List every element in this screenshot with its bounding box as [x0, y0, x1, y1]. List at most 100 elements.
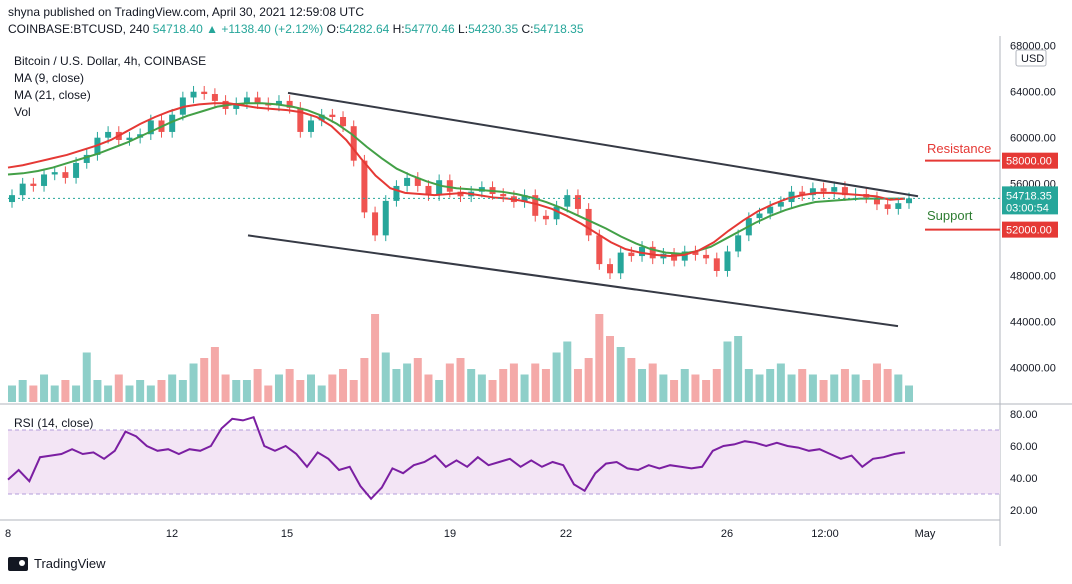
volume-bar: [840, 369, 849, 402]
rsi-legend[interactable]: RSI (14, close): [14, 416, 94, 430]
volume-bar: [296, 380, 305, 402]
volume-bar: [242, 380, 251, 402]
low-label: L:: [458, 22, 469, 36]
price-change: +1138.40 (+2.12%): [221, 22, 324, 36]
candle-body: [286, 100, 293, 108]
volume-bar: [520, 374, 529, 402]
candle-body: [179, 97, 186, 115]
ma9-legend[interactable]: MA (9, close): [14, 71, 85, 85]
volume-bar: [114, 374, 123, 402]
volume-bar: [424, 374, 433, 402]
candle-body: [30, 183, 37, 186]
volume-bar: [253, 369, 262, 402]
candle-body: [340, 116, 347, 127]
candle-body: [414, 177, 421, 186]
open-value: 54282.64: [339, 22, 390, 36]
candle-body: [906, 198, 912, 204]
price-tick-label: 64000.00: [1010, 87, 1056, 99]
candle-body: [9, 195, 15, 203]
up-arrow-icon: ▲: [206, 22, 219, 36]
volume-bar: [467, 369, 476, 402]
last-price: 54718.40: [152, 22, 203, 36]
candle-body: [649, 246, 656, 259]
volume-bar: [61, 380, 70, 402]
volume-bar: [72, 385, 81, 402]
candle-body: [553, 206, 560, 220]
volume-bar: [648, 363, 657, 402]
volume-bar: [403, 363, 412, 402]
candle-body: [809, 188, 816, 196]
volume-bar: [808, 374, 817, 402]
candle-body: [671, 253, 678, 261]
close-value: 54718.35: [533, 22, 584, 36]
candle-body: [574, 195, 581, 209]
open-label: O:: [326, 22, 340, 36]
resistance-tag-label: 58000.00: [1006, 156, 1052, 168]
volume-bar: [509, 363, 518, 402]
volume-bar: [552, 352, 561, 402]
volume-bar: [862, 380, 871, 402]
volume-bar: [456, 358, 465, 402]
volume-bar: [381, 352, 390, 402]
candle-body: [105, 131, 112, 138]
volume-bar: [744, 369, 753, 402]
time-tick-label: 12: [166, 528, 178, 540]
support-tag: [1002, 221, 1058, 238]
price-tick-label: 60000.00: [1010, 133, 1056, 145]
candle-body: [713, 258, 720, 271]
rsi-line: [7, 415, 906, 501]
volume-bar: [50, 385, 59, 402]
rsi-tick-label: 60.00: [1010, 441, 1038, 453]
volume-bar: [830, 374, 839, 402]
volume-bar: [349, 380, 358, 402]
candle-body: [639, 246, 646, 257]
tradingview-logo-icon: [8, 556, 28, 571]
rsi-tick-label: 40.00: [1010, 473, 1038, 485]
volume-bar: [274, 374, 283, 402]
currency-label: USD: [1021, 53, 1044, 65]
time-tick-label: 8: [5, 528, 11, 540]
ma21-legend[interactable]: MA (21, close): [14, 88, 91, 102]
last-price-tag-label: 54718.35: [1006, 190, 1052, 202]
candle-body: [297, 107, 304, 132]
candle-body: [73, 162, 80, 178]
candle-body: [564, 195, 571, 207]
volume-bar: [168, 374, 177, 402]
candle-body: [201, 91, 208, 95]
candle-body: [275, 100, 282, 106]
volume-bar: [670, 380, 679, 402]
volume-bar: [328, 374, 337, 402]
volume-bar: [734, 336, 743, 402]
rsi-tick-label: 80.00: [1010, 409, 1038, 421]
volume-bar: [232, 380, 241, 402]
volume-bar: [573, 369, 582, 402]
footer-brand[interactable]: TradingView: [8, 556, 106, 571]
candle-body: [393, 185, 400, 201]
volume-bar: [157, 380, 166, 402]
candle-body: [585, 208, 592, 236]
volume-bar: [29, 385, 38, 402]
volume-bar: [264, 385, 273, 402]
volume-bar: [798, 369, 807, 402]
candle-body: [831, 187, 838, 192]
candle-body: [735, 235, 742, 252]
candle-body: [703, 254, 710, 259]
volume-bar: [488, 380, 497, 402]
volume-bar: [221, 374, 230, 402]
candle-body: [724, 251, 731, 271]
candle-body: [692, 251, 699, 255]
time-tick-label: 12:00: [811, 528, 839, 540]
candle-body: [361, 160, 368, 213]
candle-body: [19, 183, 26, 196]
volume-bar: [445, 363, 454, 402]
close-label: C:: [521, 22, 534, 36]
support-tag-label: 52000.00: [1006, 225, 1052, 237]
price-tick-label: 40000.00: [1010, 363, 1056, 375]
candle-body: [350, 126, 357, 161]
candle-body: [147, 120, 154, 135]
time-tick-label: 26: [721, 528, 733, 540]
volume-legend[interactable]: Vol: [14, 105, 31, 119]
ma21-line: [7, 102, 905, 255]
volume-bar: [413, 358, 422, 402]
